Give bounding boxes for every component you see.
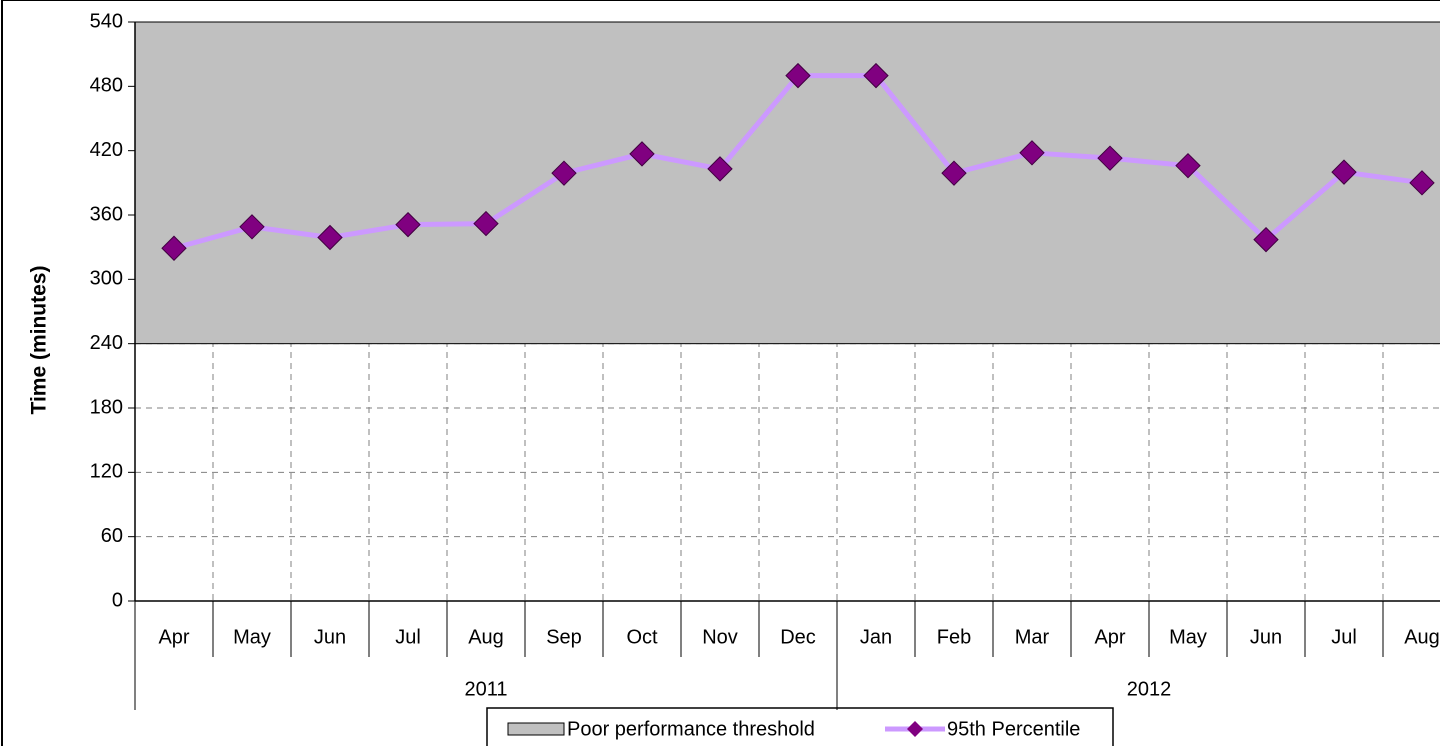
y-tick-label: 300 xyxy=(90,268,123,290)
x-tick-label: Dec xyxy=(780,626,816,648)
marker xyxy=(785,62,811,89)
y-tick-label: 540 xyxy=(90,10,123,32)
y-tick-label: 480 xyxy=(90,75,123,97)
y-tick-label: 240 xyxy=(90,332,123,354)
y-tick-label: 120 xyxy=(90,461,123,483)
marker xyxy=(707,156,733,182)
y-tick-label: 360 xyxy=(90,203,123,225)
x-tick-label: Aug xyxy=(1404,626,1440,648)
threshold-area xyxy=(134,21,1440,345)
marker xyxy=(395,211,421,238)
x-tick-label: Sep xyxy=(546,626,582,648)
marker xyxy=(473,210,499,237)
marker xyxy=(1097,145,1123,171)
x-tick-label: May xyxy=(233,626,271,648)
x-tick-label: Feb xyxy=(937,626,971,648)
marker xyxy=(551,160,577,186)
x-tick-label: Nov xyxy=(702,626,738,648)
x-tick-label: Aug xyxy=(468,626,504,648)
marker xyxy=(161,235,187,261)
x-tick-label: May xyxy=(1169,626,1207,648)
x-tick-label: Jul xyxy=(395,626,421,648)
x-tick-label: Jun xyxy=(314,626,346,648)
legend-marker xyxy=(907,721,923,737)
marker xyxy=(629,141,655,167)
marker xyxy=(1331,159,1357,185)
legend-box xyxy=(486,707,1114,746)
x-tick-label: Jun xyxy=(1250,626,1282,648)
x-tick-label: Oct xyxy=(626,626,658,648)
legend-label: Poor performance threshold xyxy=(567,718,815,740)
legend-swatch xyxy=(507,722,565,736)
marker xyxy=(317,224,343,251)
marker xyxy=(1175,152,1201,179)
x-tick-label: Jan xyxy=(860,626,892,648)
x-tick-label: Apr xyxy=(158,626,189,648)
y-tick-label: 180 xyxy=(90,396,123,418)
group-label: 2011 xyxy=(464,678,507,700)
marker xyxy=(1253,226,1279,253)
group-label: 2012 xyxy=(1127,678,1172,700)
marker xyxy=(239,214,265,240)
y-tick-label: 420 xyxy=(90,139,123,161)
marker xyxy=(863,62,889,89)
marker xyxy=(941,160,967,186)
y-tick-label: 0 xyxy=(112,589,123,611)
x-tick-label: Apr xyxy=(1094,626,1125,648)
marker xyxy=(1019,140,1045,166)
legend-label: 95th Percentile xyxy=(947,718,1080,740)
x-tick-label: Mar xyxy=(1015,626,1050,648)
y-axis-title: Time (minutes) xyxy=(28,266,51,415)
marker xyxy=(1409,170,1435,196)
y-tick-label: 60 xyxy=(101,525,123,547)
x-tick-label: Jul xyxy=(1331,626,1357,648)
